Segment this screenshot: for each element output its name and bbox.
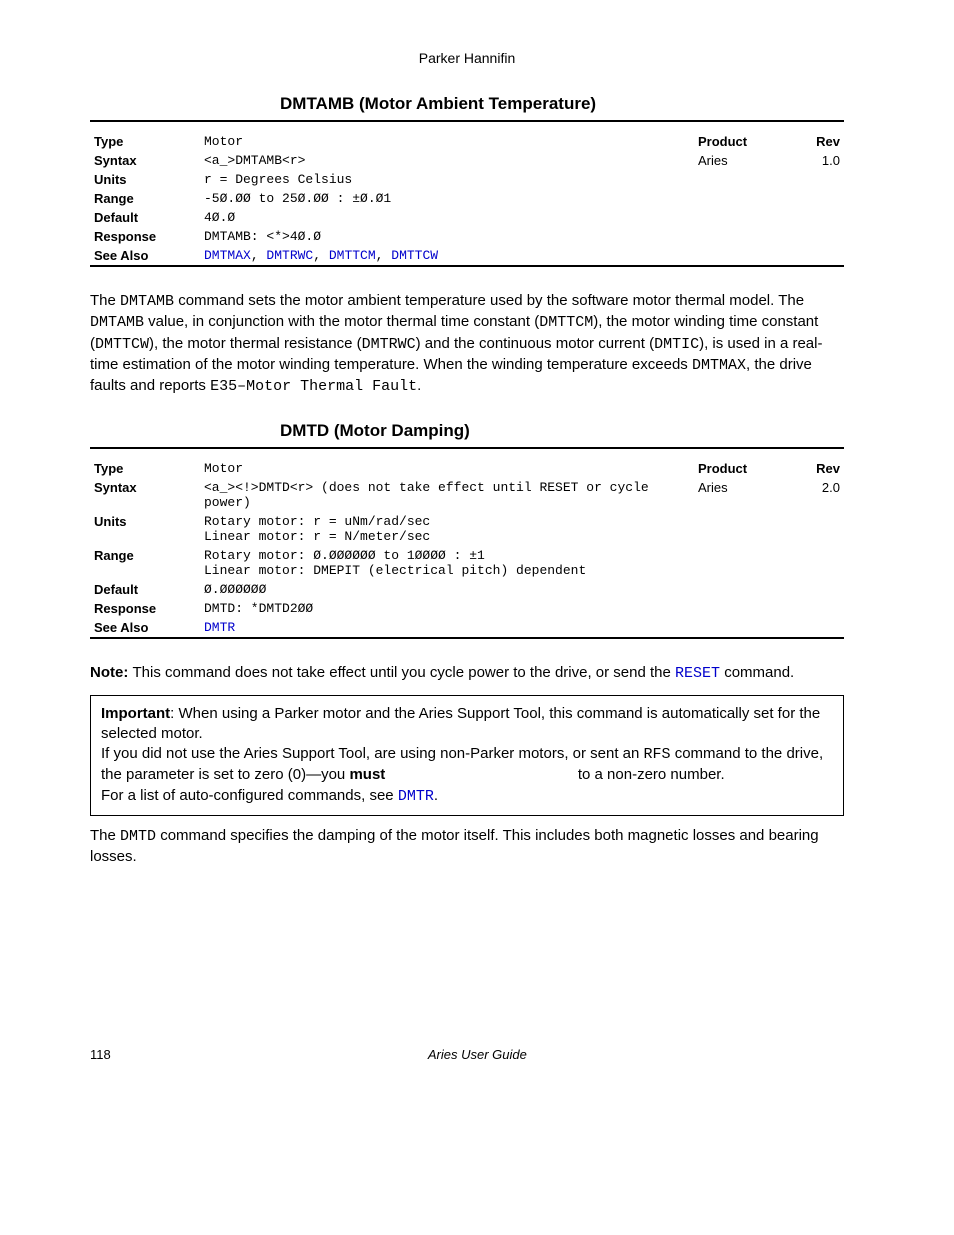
label-see2: See Also bbox=[90, 618, 200, 637]
footer-title: Aries User Guide bbox=[90, 1047, 844, 1062]
label-response: Response bbox=[90, 227, 200, 246]
cmd2-range: Rotary motor: Ø.ØØØØØØ to 1ØØØØ : ±1 Lin… bbox=[200, 546, 694, 580]
label-syntax: Syntax bbox=[90, 151, 200, 170]
cmd2-note: Note: This command does not take effect … bbox=[90, 663, 844, 684]
cmd2-units: Rotary motor: r = uNm/rad/sec Linear mot… bbox=[200, 512, 694, 546]
page-number: 118 bbox=[90, 1047, 111, 1062]
cmd2-description: The DMTD command specifies the damping o… bbox=[90, 826, 844, 868]
cmd2-top-rule bbox=[90, 447, 844, 449]
label-units: Units bbox=[90, 170, 200, 189]
cmd2-type: Motor bbox=[200, 459, 694, 478]
rev-header: Rev bbox=[794, 132, 844, 151]
cmd2-bottom-rule bbox=[90, 637, 844, 639]
cmd2-default: Ø.ØØØØØØ bbox=[200, 580, 694, 599]
important-box: Important: When using a Parker motor and… bbox=[90, 695, 844, 816]
rev-header2: Rev bbox=[794, 459, 844, 478]
link-dmtr[interactable]: DMTR bbox=[204, 620, 235, 635]
label-response2: Response bbox=[90, 599, 200, 618]
cmd1-product: Aries bbox=[694, 151, 794, 170]
cmd2-body: Note: This command does not take effect … bbox=[90, 663, 844, 867]
page-footer: 118 Aries User Guide bbox=[90, 1047, 844, 1062]
cmd2-rev: 2.0 bbox=[794, 478, 844, 512]
cmd2-response: DMTD: *DMTD2ØØ bbox=[200, 599, 694, 618]
cmd1-syntax: <a_>DMTAMB<r> bbox=[200, 151, 694, 170]
product-header2: Product bbox=[694, 459, 794, 478]
label-units2: Units bbox=[90, 512, 200, 546]
link-dmttcm[interactable]: DMTTCM bbox=[329, 248, 376, 263]
label-default: Default bbox=[90, 208, 200, 227]
cmd2-info-table: Type Motor Product Rev Syntax <a_><!>DMT… bbox=[90, 459, 844, 637]
label-range2: Range bbox=[90, 546, 200, 580]
cmd1-default: 4Ø.Ø bbox=[200, 208, 694, 227]
product-header: Product bbox=[694, 132, 794, 151]
label-syntax2: Syntax bbox=[90, 478, 200, 512]
cmd1-title: DMTAMB (Motor Ambient Temperature) bbox=[90, 94, 844, 114]
cmd1-see: DMTMAX, DMTRWC, DMTTCM, DMTTCW bbox=[200, 246, 694, 265]
link-dmtr2[interactable]: DMTR bbox=[398, 788, 434, 805]
cmd1-bottom-rule bbox=[90, 265, 844, 267]
link-dmttcw[interactable]: DMTTCW bbox=[391, 248, 438, 263]
label-default2: Default bbox=[90, 580, 200, 599]
cmd1-range: -5Ø.ØØ to 25Ø.ØØ : ±Ø.Ø1 bbox=[200, 189, 694, 208]
label-range: Range bbox=[90, 189, 200, 208]
cmd2-see: DMTR bbox=[200, 618, 694, 637]
cmd1-description: The DMTAMB command sets the motor ambien… bbox=[90, 291, 844, 397]
cmd1-response: DMTAMB: <*>4Ø.Ø bbox=[200, 227, 694, 246]
link-dmtmax[interactable]: DMTMAX bbox=[204, 248, 251, 263]
cmd2-product: Aries bbox=[694, 478, 794, 512]
label-type: Type bbox=[90, 132, 200, 151]
link-dmtrwc[interactable]: DMTRWC bbox=[266, 248, 313, 263]
cmd1-top-rule bbox=[90, 120, 844, 122]
cmd1-type: Motor bbox=[200, 132, 694, 151]
cmd2-title: DMTD (Motor Damping) bbox=[90, 421, 844, 441]
cmd1-units: r = Degrees Celsius bbox=[200, 170, 694, 189]
cmd1-info-table: Type Motor Product Rev Syntax <a_>DMTAMB… bbox=[90, 132, 844, 265]
company-header: Parker Hannifin bbox=[90, 50, 844, 66]
link-reset[interactable]: RESET bbox=[675, 665, 720, 682]
cmd1-rev: 1.0 bbox=[794, 151, 844, 170]
cmd2-syntax: <a_><!>DMTD<r> (does not take effect unt… bbox=[200, 478, 694, 512]
label-type2: Type bbox=[90, 459, 200, 478]
label-see: See Also bbox=[90, 246, 200, 265]
